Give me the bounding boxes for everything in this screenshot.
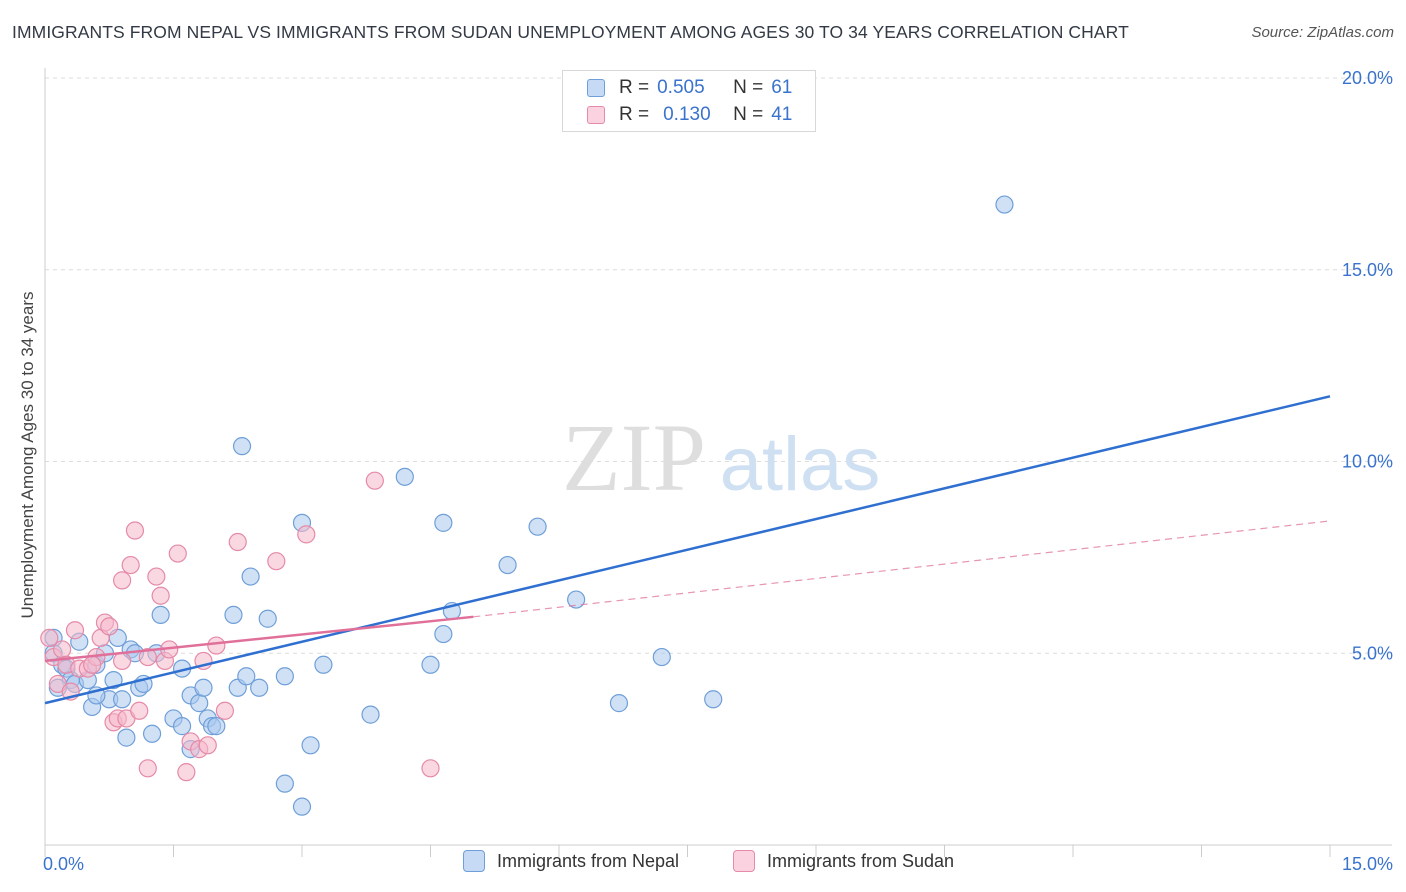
point-sudan <box>130 701 149 720</box>
point-sudan <box>168 544 187 563</box>
point-sudan <box>112 651 132 671</box>
point-sudan <box>125 521 145 540</box>
point-nepal <box>241 567 260 586</box>
point-nepal <box>301 736 320 755</box>
point-nepal <box>190 694 209 713</box>
point-sudan <box>121 555 140 575</box>
legend-swatch-nepal <box>587 79 605 97</box>
legend-r-label: R = <box>619 77 650 98</box>
legend-r-value-nepal: 0.505 <box>657 77 705 98</box>
point-nepal <box>609 694 629 713</box>
trend-layer <box>44 395 1331 705</box>
point-nepal <box>194 678 213 697</box>
point-sudan <box>147 567 166 586</box>
point-nepal <box>250 678 269 697</box>
point-nepal <box>498 555 517 575</box>
point-sudan <box>112 571 132 590</box>
legend-r-label: R = <box>619 104 650 125</box>
legend-r-value-sudan: 0.130 <box>663 104 711 125</box>
y-tick-label: 10.0% <box>1342 452 1393 472</box>
point-sudan <box>138 647 157 667</box>
point-nepal <box>361 705 380 724</box>
point-nepal <box>275 774 294 793</box>
point-sudan <box>365 471 384 490</box>
watermark: ZIP atlas <box>562 404 880 511</box>
legend-n-value-nepal: 61 <box>771 77 793 98</box>
legend-row-nepal: R = 0.505 N = 61 <box>587 76 792 100</box>
point-nepal <box>292 797 312 816</box>
series-legend-swatch-sudan <box>733 850 755 872</box>
point-nepal <box>112 690 132 709</box>
point-nepal <box>207 717 226 736</box>
point-nepal <box>314 655 333 674</box>
y-tick-label: 5.0% <box>1352 643 1393 663</box>
source-credit: Source: ZipAtlas.com <box>1251 24 1394 41</box>
point-nepal <box>652 647 671 667</box>
point-sudan <box>100 617 119 636</box>
point-sudan <box>40 628 59 648</box>
point-sudan <box>228 532 247 552</box>
watermark-zip: ZIP <box>562 404 706 511</box>
legend-swatch-sudan <box>587 106 605 124</box>
point-nepal <box>995 195 1014 214</box>
point-nepal <box>704 690 723 709</box>
point-nepal <box>237 667 256 686</box>
point-sudan <box>267 552 286 571</box>
x-tick-label: 15.0% <box>1342 854 1393 874</box>
axis-layer <box>44 68 1392 857</box>
y-tick-label: 20.0% <box>1342 68 1393 88</box>
series-legend-item-nepal: Immigrants from Nepal <box>463 850 679 872</box>
point-sudan <box>65 621 85 640</box>
tick-label-layer: 5.0% 10.0% 15.0% 20.0% 0.0% 15.0% <box>43 68 1393 874</box>
chart-title: IMMIGRANTS FROM NEPAL VS IMMIGRANTS FROM… <box>12 22 1129 42</box>
point-sudan <box>215 701 234 720</box>
point-sudan <box>53 640 72 659</box>
point-nepal <box>434 624 453 644</box>
stats-legend: R = 0.505 N = 61 R = 0.130 N = 41 <box>562 70 816 132</box>
point-sudan <box>198 736 217 755</box>
point-nepal <box>567 590 586 609</box>
trend-line-nepal <box>44 395 1331 705</box>
point-nepal <box>528 517 547 536</box>
point-nepal <box>151 605 170 625</box>
y-tick-label: 15.0% <box>1342 260 1393 280</box>
legend-n-label: N = <box>733 77 764 98</box>
legend-n-value-sudan: 41 <box>771 104 793 125</box>
point-nepal <box>395 467 414 486</box>
point-nepal <box>434 513 453 532</box>
series-legend-swatch-nepal <box>463 850 485 872</box>
point-sudan <box>177 763 196 782</box>
series-legend: Immigrants from Nepal Immigrants from Su… <box>0 850 1406 878</box>
point-sudan <box>138 759 157 778</box>
point-nepal <box>104 670 123 690</box>
legend-row-sudan: R = 0.130 N = 41 <box>587 103 792 127</box>
watermark-atlas: atlas <box>720 422 881 507</box>
point-sudan <box>151 586 170 605</box>
series-legend-label-nepal: Immigrants from Nepal <box>497 850 680 871</box>
point-nepal <box>275 667 294 686</box>
legend-n-label: N = <box>733 104 764 125</box>
series-legend-label-sudan: Immigrants from Sudan <box>767 850 955 871</box>
point-nepal <box>421 655 440 674</box>
grid-layer <box>45 77 1392 654</box>
point-nepal <box>117 728 136 747</box>
point-nepal <box>142 724 162 743</box>
point-sudan <box>83 655 102 674</box>
point-nepal <box>232 437 252 456</box>
points-layer <box>40 195 1014 816</box>
point-nepal <box>258 609 277 628</box>
x-tick-label: 0.0% <box>43 854 84 874</box>
y-axis-label: Unemployment Among Ages 30 to 34 years <box>18 291 37 619</box>
point-nepal <box>224 605 243 625</box>
point-sudan <box>297 525 316 544</box>
point-sudan <box>207 636 226 655</box>
trend-line-sudan <box>44 615 474 663</box>
series-legend-item-sudan: Immigrants from Sudan <box>733 850 954 872</box>
point-sudan <box>421 759 440 778</box>
point-nepal <box>172 717 192 736</box>
